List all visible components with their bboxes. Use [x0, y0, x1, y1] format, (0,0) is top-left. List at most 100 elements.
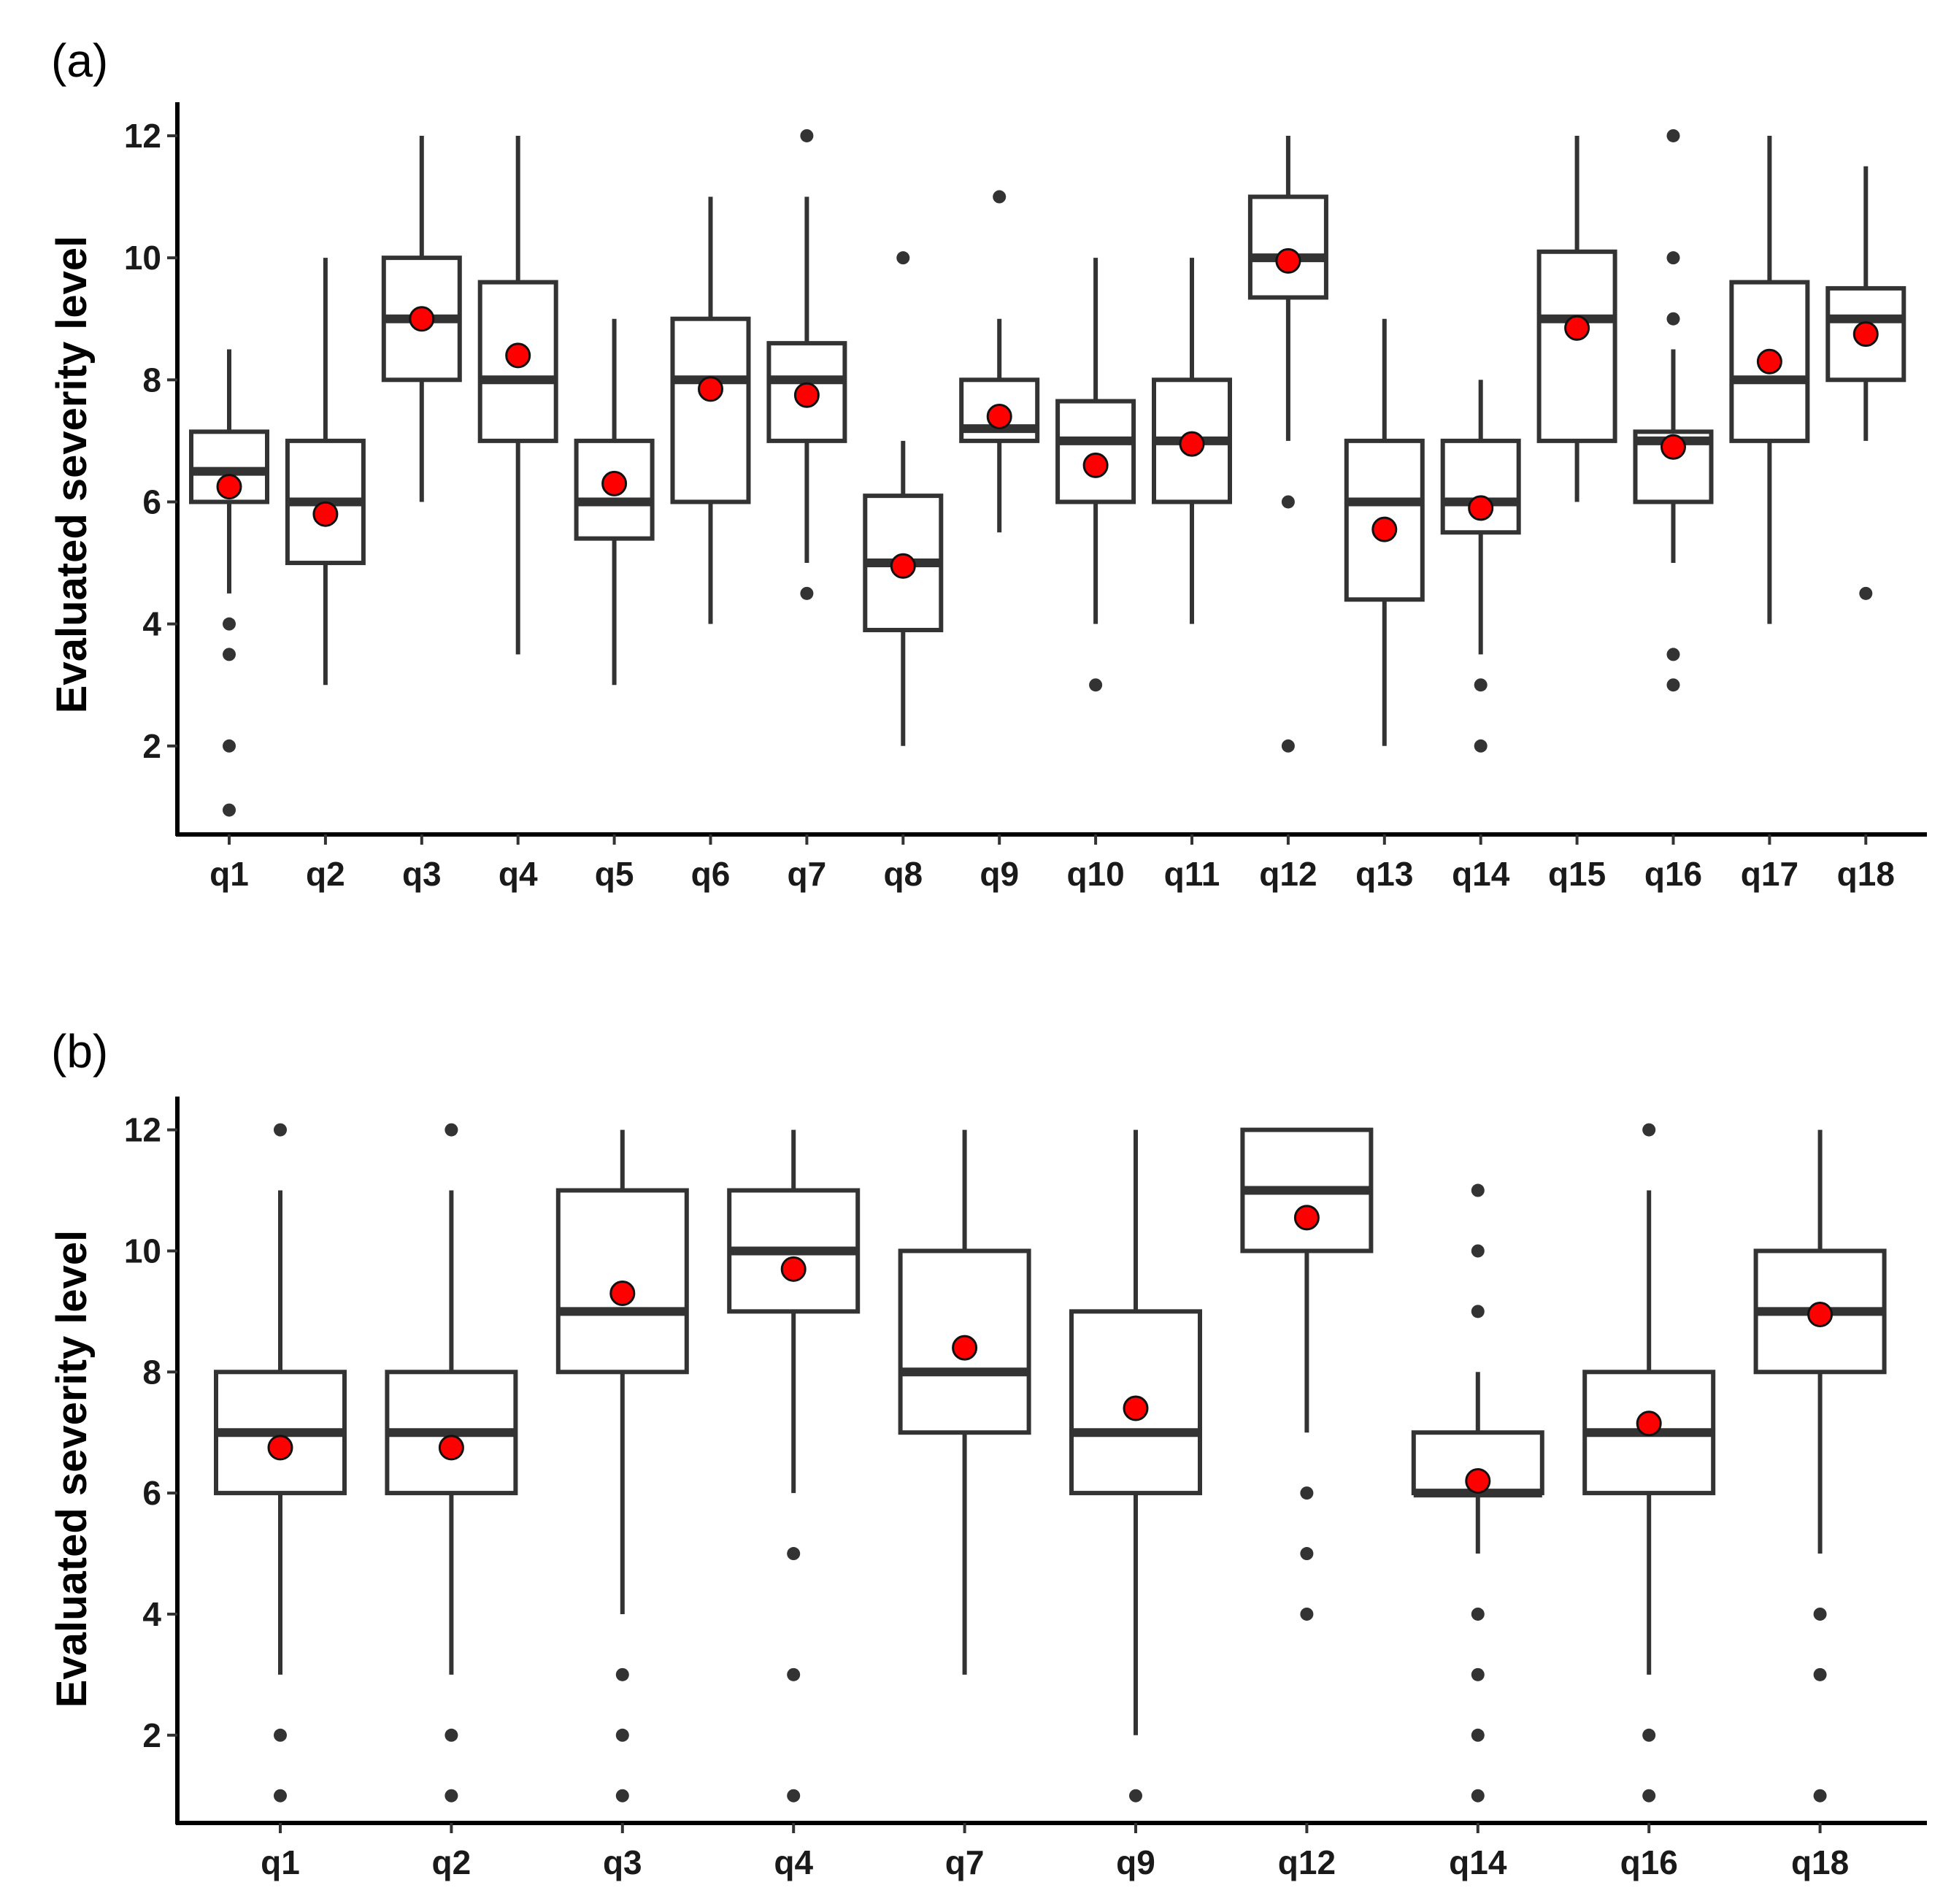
outlier-point	[615, 1789, 629, 1803]
panel-a-y-axis-title: Evaluated severity level	[48, 236, 96, 714]
x-tick-label: q11	[1164, 855, 1220, 893]
outlier-point	[1471, 1305, 1485, 1318]
y-tick-label: 12	[124, 1111, 161, 1149]
outlier-point	[274, 1728, 287, 1742]
outlier-point	[787, 1547, 801, 1561]
mean-point	[1636, 1410, 1662, 1437]
x-tick-label: q3	[402, 855, 442, 893]
outlier-point	[1474, 739, 1488, 753]
x-tick-label: q12	[1259, 855, 1317, 893]
x-tick-label: q1	[209, 855, 249, 893]
outlier-point	[1089, 678, 1103, 692]
outlier-point	[223, 803, 236, 817]
mean-point	[1371, 516, 1398, 542]
mean-point	[609, 1280, 636, 1306]
mean-point	[1807, 1302, 1833, 1327]
mean-point	[1123, 1395, 1149, 1421]
outlier-point	[1471, 1728, 1485, 1742]
outlier-point	[1642, 1789, 1656, 1803]
x-tick-label: q18	[1791, 1843, 1849, 1881]
outlier-point	[1300, 1547, 1314, 1561]
outlier-point	[1666, 312, 1680, 326]
mean-point	[1465, 1468, 1491, 1494]
mean-point	[1661, 434, 1686, 460]
mean-point	[986, 403, 1012, 429]
outlier-point	[800, 586, 814, 600]
x-tick-label: q10	[1066, 855, 1124, 893]
y-tick-label: 10	[124, 1232, 161, 1270]
mean-point	[1293, 1205, 1320, 1231]
mean-point	[780, 1256, 807, 1282]
panel-a-plot: 2 4 6 8 10 12 q1 q2 q3 q4 q5 q6 q7 q8 q9 q10 q11 q12 q13 q1…	[124, 102, 1927, 893]
outlier-point	[1471, 1183, 1485, 1197]
mean-point	[1468, 495, 1494, 521]
y-tick-label: 8	[142, 1353, 161, 1391]
outlier-point	[223, 617, 236, 631]
y-tick-label: 2	[142, 1716, 161, 1754]
outlier-point	[1813, 1607, 1827, 1621]
outlier-point	[1129, 1789, 1142, 1803]
mean-point	[698, 376, 723, 402]
outlier-point	[223, 739, 236, 753]
outlier-point	[223, 648, 236, 661]
panel-b-label: (b)	[51, 1025, 108, 1078]
mean-point	[438, 1435, 464, 1461]
outlier-point	[1471, 1667, 1485, 1681]
panel-b-plot: 2 4 6 8 10 12 q1 q2 q3 q4 q7 q9 q12 q14 q16 q18	[124, 1097, 1927, 1881]
x-tick-label: q14	[1452, 855, 1510, 893]
outlier-point	[1666, 251, 1680, 265]
x-tick-label: q8	[883, 855, 923, 893]
x-tick-label: q7	[945, 1843, 985, 1881]
mean-point	[952, 1335, 978, 1361]
mean-point	[267, 1435, 293, 1461]
outlier-point	[274, 1123, 287, 1137]
x-tick-label: q18	[1837, 855, 1895, 893]
outlier-point	[274, 1789, 287, 1803]
y-tick-label: 8	[142, 361, 161, 399]
outlier-point	[445, 1728, 458, 1742]
x-tick-label: q4	[499, 855, 538, 893]
mean-point	[793, 382, 820, 408]
x-tick-label: q9	[980, 855, 1019, 893]
mean-point	[890, 553, 916, 579]
outlier-point	[1281, 739, 1295, 753]
outlier-point	[1859, 586, 1873, 600]
y-tick-label: 2	[142, 727, 161, 765]
y-tick-label: 6	[142, 1474, 161, 1512]
mean-point	[409, 306, 435, 332]
outlier-point	[1300, 1486, 1314, 1500]
box	[1055, 399, 1136, 504]
x-tick-label: q9	[1116, 1843, 1155, 1881]
panel-b-y-axis-title: Evaluated severity level	[48, 1230, 96, 1708]
x-tick-label: q14	[1449, 1843, 1507, 1881]
box	[670, 316, 751, 504]
mean-point	[1275, 247, 1301, 274]
mean-point	[1756, 348, 1782, 375]
mean-point	[1852, 321, 1879, 348]
x-tick-label: q7	[788, 855, 827, 893]
outlier-point	[787, 1789, 801, 1803]
box	[1247, 194, 1328, 300]
outlier-point	[615, 1728, 629, 1742]
mean-point	[1564, 315, 1590, 341]
x-tick-label: q12	[1278, 1843, 1336, 1881]
outlier-point	[445, 1123, 458, 1137]
outlier-point	[1666, 128, 1680, 142]
x-tick-label: q6	[691, 855, 731, 893]
outlier-point	[1471, 1607, 1485, 1621]
x-tick-label: q2	[306, 855, 345, 893]
y-tick-label: 10	[124, 239, 161, 277]
y-tick-label: 6	[142, 483, 161, 521]
mean-point	[1082, 452, 1109, 478]
x-tick-label: q15	[1548, 855, 1606, 893]
outlier-point	[1300, 1607, 1314, 1621]
outlier-point	[1471, 1244, 1485, 1258]
x-tick-label: q1	[261, 1843, 300, 1881]
x-tick-label: q16	[1644, 855, 1702, 893]
x-tick-label: q16	[1620, 1843, 1678, 1881]
outlier-point	[1813, 1789, 1827, 1803]
outlier-point	[993, 190, 1007, 204]
mean-point	[601, 470, 628, 496]
y-tick-label: 4	[142, 1595, 161, 1633]
